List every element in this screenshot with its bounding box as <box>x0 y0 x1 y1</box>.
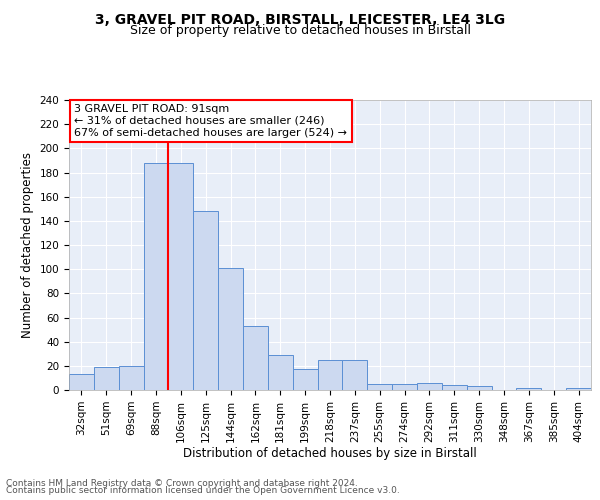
Bar <box>417 383 442 390</box>
Text: 3 GRAVEL PIT ROAD: 91sqm
← 31% of detached houses are smaller (246)
67% of semi-: 3 GRAVEL PIT ROAD: 91sqm ← 31% of detach… <box>74 104 347 138</box>
Bar <box>367 384 392 390</box>
Y-axis label: Number of detached properties: Number of detached properties <box>21 152 34 338</box>
Bar <box>218 268 243 390</box>
Text: Contains public sector information licensed under the Open Government Licence v3: Contains public sector information licen… <box>6 486 400 495</box>
Bar <box>268 355 293 390</box>
Bar <box>293 370 317 390</box>
Bar <box>467 386 491 390</box>
Text: Contains HM Land Registry data © Crown copyright and database right 2024.: Contains HM Land Registry data © Crown c… <box>6 478 358 488</box>
Text: Size of property relative to detached houses in Birstall: Size of property relative to detached ho… <box>130 24 470 37</box>
Bar <box>392 384 417 390</box>
Bar <box>566 388 591 390</box>
Bar <box>69 374 94 390</box>
Bar <box>193 211 218 390</box>
Bar <box>143 163 169 390</box>
Bar <box>243 326 268 390</box>
Bar <box>517 388 541 390</box>
Bar <box>317 360 343 390</box>
Bar <box>119 366 143 390</box>
Bar <box>343 360 367 390</box>
Bar <box>442 385 467 390</box>
Bar <box>169 163 193 390</box>
Bar <box>94 367 119 390</box>
Text: 3, GRAVEL PIT ROAD, BIRSTALL, LEICESTER, LE4 3LG: 3, GRAVEL PIT ROAD, BIRSTALL, LEICESTER,… <box>95 12 505 26</box>
X-axis label: Distribution of detached houses by size in Birstall: Distribution of detached houses by size … <box>183 448 477 460</box>
